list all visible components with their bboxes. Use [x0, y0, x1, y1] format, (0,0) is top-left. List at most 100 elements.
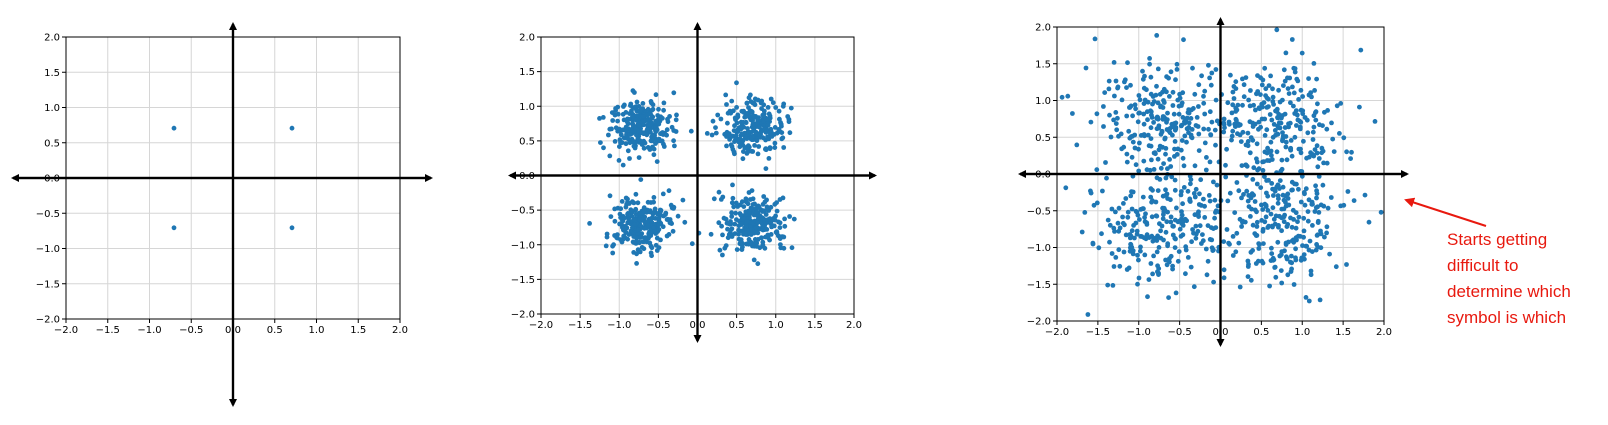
data-point: [1092, 36, 1098, 42]
data-point: [1265, 145, 1270, 151]
data-point: [1261, 100, 1267, 105]
data-point: [730, 195, 736, 201]
data-point: [621, 135, 627, 141]
data-point: [611, 242, 616, 248]
data-point: [1258, 75, 1263, 81]
data-point: [1320, 123, 1325, 128]
data-point: [1140, 76, 1146, 82]
data-point: [1177, 95, 1183, 101]
data-point: [1281, 214, 1287, 220]
data-point: [665, 119, 671, 125]
data-point: [1194, 115, 1200, 120]
data-point: [1254, 141, 1260, 147]
data-point: [1260, 207, 1266, 212]
data-point: [1306, 76, 1311, 81]
data-point: [1298, 119, 1304, 125]
x-tick-label: −1.0: [137, 325, 161, 336]
data-point: [651, 195, 657, 200]
data-point: [650, 144, 655, 150]
data-point: [744, 151, 750, 156]
data-point: [1160, 193, 1166, 199]
data-point: [1269, 153, 1274, 158]
data-point: [752, 143, 757, 148]
data-point: [1172, 146, 1177, 152]
data-point: [1141, 85, 1147, 91]
data-point: [1293, 108, 1299, 113]
data-point: [1311, 61, 1317, 66]
data-point: [1124, 113, 1130, 119]
data-point: [704, 131, 710, 136]
data-point: [633, 117, 639, 123]
data-point: [767, 146, 773, 152]
data-point: [1293, 246, 1298, 252]
data-point: [1209, 237, 1215, 243]
data-point: [724, 143, 729, 149]
data-point: [739, 131, 745, 137]
x-tick-label: 2.0: [392, 325, 408, 336]
data-point: [1138, 248, 1143, 254]
data-point: [1186, 120, 1192, 126]
data-point: [1307, 238, 1313, 244]
data-point: [1272, 221, 1278, 227]
data-point: [1275, 200, 1281, 206]
data-point: [1296, 146, 1302, 152]
data-point: [1287, 75, 1293, 81]
data-point: [1138, 244, 1143, 250]
data-point: [1221, 275, 1227, 281]
data-point: [664, 217, 670, 223]
data-point: [645, 118, 651, 123]
data-point: [1113, 78, 1119, 84]
data-point: [1168, 214, 1174, 220]
data-point: [764, 197, 769, 203]
data-point: [632, 90, 637, 95]
data-point: [1141, 206, 1146, 212]
data-point: [1154, 33, 1160, 38]
data-point: [1171, 223, 1176, 229]
data-point: [1129, 228, 1135, 234]
data-point: [1193, 223, 1199, 229]
data-point: [1303, 243, 1309, 249]
data-point: [738, 125, 743, 131]
data-point: [1276, 125, 1282, 131]
data-point: [765, 105, 771, 110]
data-point: [1230, 128, 1236, 134]
data-point: [789, 245, 795, 251]
data-point: [717, 247, 723, 253]
data-point: [667, 220, 673, 226]
data-point: [647, 122, 653, 128]
data-point: [1249, 191, 1255, 197]
y-tick-label: −2.0: [36, 315, 60, 326]
data-point: [729, 200, 735, 206]
data-point: [1207, 75, 1212, 81]
scatter-points: [587, 80, 797, 267]
data-point: [1239, 195, 1244, 201]
data-point: [1269, 245, 1274, 251]
data-point: [770, 100, 776, 106]
data-point: [1260, 228, 1266, 234]
data-point: [617, 211, 623, 217]
data-point: [1124, 85, 1129, 90]
data-point: [1204, 272, 1210, 278]
data-point: [1083, 65, 1089, 71]
data-point: [654, 127, 660, 133]
data-point: [1250, 120, 1255, 126]
data-point: [1262, 174, 1267, 180]
data-point: [1112, 93, 1117, 99]
data-point: [1233, 105, 1239, 111]
data-point: [630, 114, 635, 120]
data-point: [1281, 197, 1287, 203]
data-point: [1197, 223, 1203, 229]
data-point: [1289, 224, 1295, 230]
data-point: [1301, 190, 1307, 195]
data-point: [785, 114, 791, 119]
data-point: [769, 224, 774, 230]
x-tick-label: 0.5: [1253, 327, 1269, 338]
data-point: [614, 235, 620, 241]
data-point: [1119, 97, 1125, 103]
data-point: [1273, 274, 1279, 280]
data-point: [634, 113, 640, 119]
data-point: [1236, 188, 1242, 194]
data-point: [625, 236, 630, 242]
data-point: [1164, 89, 1169, 95]
data-point: [1301, 138, 1306, 144]
